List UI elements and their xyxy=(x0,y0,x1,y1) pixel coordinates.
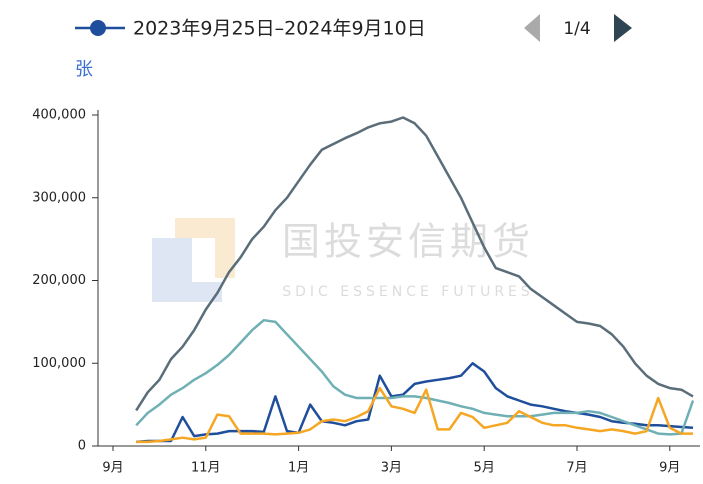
legend-next[interactable] xyxy=(614,14,632,42)
series-line xyxy=(136,386,693,444)
x-tick-label: 11月 xyxy=(191,461,221,476)
y-tick-label: 0 xyxy=(78,439,86,454)
series-line xyxy=(135,318,695,436)
legend-page: 1/4 xyxy=(563,19,590,39)
y-tick-label: 400,000 xyxy=(32,108,86,123)
x-tick-label: 9月 xyxy=(102,461,123,476)
series-line xyxy=(135,116,694,412)
x-tick-label: 1月 xyxy=(288,461,309,476)
watermark: 国投安信期货 xyxy=(282,220,534,264)
series-line xyxy=(136,362,694,444)
y-tick-label: 100,000 xyxy=(32,356,86,371)
x-tick-label: 9月 xyxy=(659,461,680,476)
legend-prev[interactable] xyxy=(524,14,540,42)
watermark-sub: SDIC ESSENCE FUTURES xyxy=(282,284,534,300)
y-axis-unit: 张 xyxy=(75,59,93,80)
x-tick-label: 3月 xyxy=(381,461,402,476)
x-tick-label: 5月 xyxy=(474,461,495,476)
x-tick-label: 7月 xyxy=(566,461,587,476)
legend-label[interactable]: 2023年9月25日–2024年9月10日 xyxy=(133,18,426,40)
legend[interactable]: 2023年9月25日–2024年9月10日 xyxy=(75,18,426,40)
watermark-logo xyxy=(152,218,235,302)
legend-marker xyxy=(90,20,106,36)
y-tick-label: 200,000 xyxy=(32,273,86,288)
y-tick-label: 300,000 xyxy=(32,190,86,205)
